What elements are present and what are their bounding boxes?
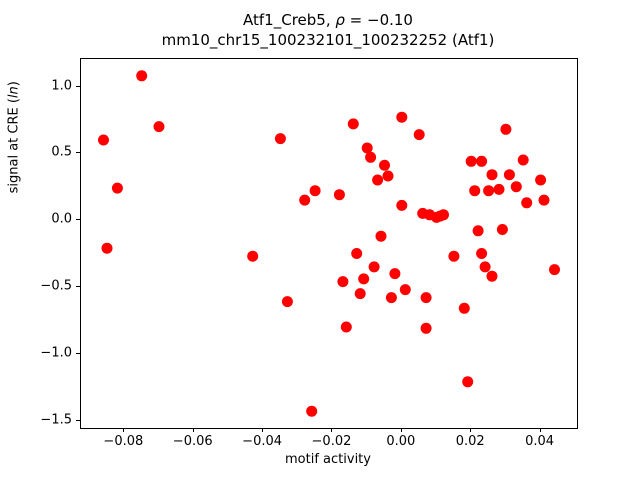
data-point (385, 292, 397, 304)
data-point (538, 194, 550, 206)
data-point (496, 224, 508, 235)
y-tick-label: 1.0 (51, 78, 72, 94)
x-tick-mark (192, 428, 194, 432)
data-point (333, 189, 345, 201)
y-tick-label: −1.5 (40, 412, 72, 428)
y-axis-label-close: ) (6, 81, 22, 87)
data-point (503, 169, 515, 181)
data-point (351, 248, 363, 259)
data-point (299, 194, 311, 206)
x-tick-mark (123, 428, 125, 432)
y-axis-label-text: signal at CRE ( (6, 98, 22, 194)
x-tick-label: −0.04 (242, 434, 283, 449)
x-tick-mark (470, 428, 472, 432)
title-text: Atf1_Creb5, (243, 11, 336, 29)
data-point (483, 185, 495, 197)
y-tick-label: −1.0 (40, 345, 72, 361)
data-point (111, 182, 123, 194)
data-point (101, 242, 113, 254)
x-tick-label: −0.08 (103, 434, 144, 449)
data-point (500, 123, 512, 135)
y-axis-label: signal at CRE (ln) (7, 81, 22, 193)
chart-title-line-2: mm10_chr15_100232101_100232252 (Atf1) (161, 31, 495, 49)
x-axis-label: motif activity (285, 452, 371, 467)
data-point (420, 322, 432, 334)
data-point (472, 225, 484, 237)
title-correlation-value: = −0.10 (344, 11, 413, 29)
data-point (486, 270, 498, 282)
y-tick-mark (76, 219, 80, 221)
data-point (420, 292, 432, 304)
data-point (340, 321, 352, 333)
data-point (136, 70, 148, 82)
data-point (347, 118, 359, 130)
y-axis-label-ln: ln (6, 86, 22, 99)
data-point (153, 121, 165, 133)
data-point (465, 155, 477, 167)
data-point (486, 169, 498, 181)
data-point (549, 264, 560, 276)
plot-area (80, 58, 578, 429)
data-point (382, 170, 394, 182)
y-tick-mark (76, 352, 80, 354)
data-point (469, 185, 481, 197)
data-point (306, 405, 318, 417)
data-point (458, 302, 470, 314)
data-point (396, 199, 408, 211)
y-tick-mark (76, 85, 80, 87)
data-point (368, 261, 380, 273)
data-point (462, 376, 474, 388)
data-point (479, 261, 491, 273)
data-point (375, 230, 387, 242)
y-tick-label: 0.0 (51, 211, 72, 227)
x-tick-label: 0.04 (525, 434, 555, 449)
x-tick-label: 0.00 (386, 434, 416, 449)
x-tick-label: −0.02 (311, 434, 352, 449)
y-tick-mark (76, 419, 80, 421)
data-point (389, 268, 401, 280)
x-tick-mark (539, 428, 541, 432)
data-point (517, 154, 529, 166)
data-point (510, 181, 522, 193)
chart-title: Atf1_Creb5, ρ = −0.10 mm10_chr15_1002321… (80, 10, 576, 50)
data-point (247, 250, 259, 262)
data-point (521, 197, 533, 209)
data-point (274, 133, 286, 145)
data-point (98, 134, 109, 146)
data-point (399, 284, 411, 296)
data-point (365, 151, 377, 163)
data-point (379, 159, 390, 171)
data-point (337, 276, 349, 288)
data-point (358, 273, 370, 285)
data-point (438, 209, 449, 221)
data-point (413, 129, 425, 141)
data-point (372, 174, 384, 186)
data-point (309, 185, 321, 197)
data-point (493, 183, 505, 195)
title-rho-symbol: ρ (335, 11, 345, 29)
scatter-points-layer (98, 70, 560, 417)
x-tick-mark (400, 428, 402, 432)
y-tick-mark (76, 152, 80, 154)
x-tick-label: −0.06 (172, 434, 213, 449)
y-tick-label: −0.5 (40, 278, 72, 294)
data-point (448, 250, 460, 262)
y-tick-label: 0.5 (51, 144, 72, 160)
data-point (476, 248, 488, 259)
x-tick-mark (262, 428, 264, 432)
data-point (396, 111, 408, 123)
data-point (354, 288, 366, 300)
data-point (281, 296, 293, 308)
y-tick-mark (76, 285, 80, 287)
x-tick-label: 0.02 (455, 434, 485, 449)
x-tick-mark (331, 428, 333, 432)
data-point (535, 174, 547, 186)
data-point (476, 155, 488, 167)
chart-title-line-1: Atf1_Creb5, ρ = −0.10 (80, 10, 576, 30)
data-point (361, 142, 373, 154)
